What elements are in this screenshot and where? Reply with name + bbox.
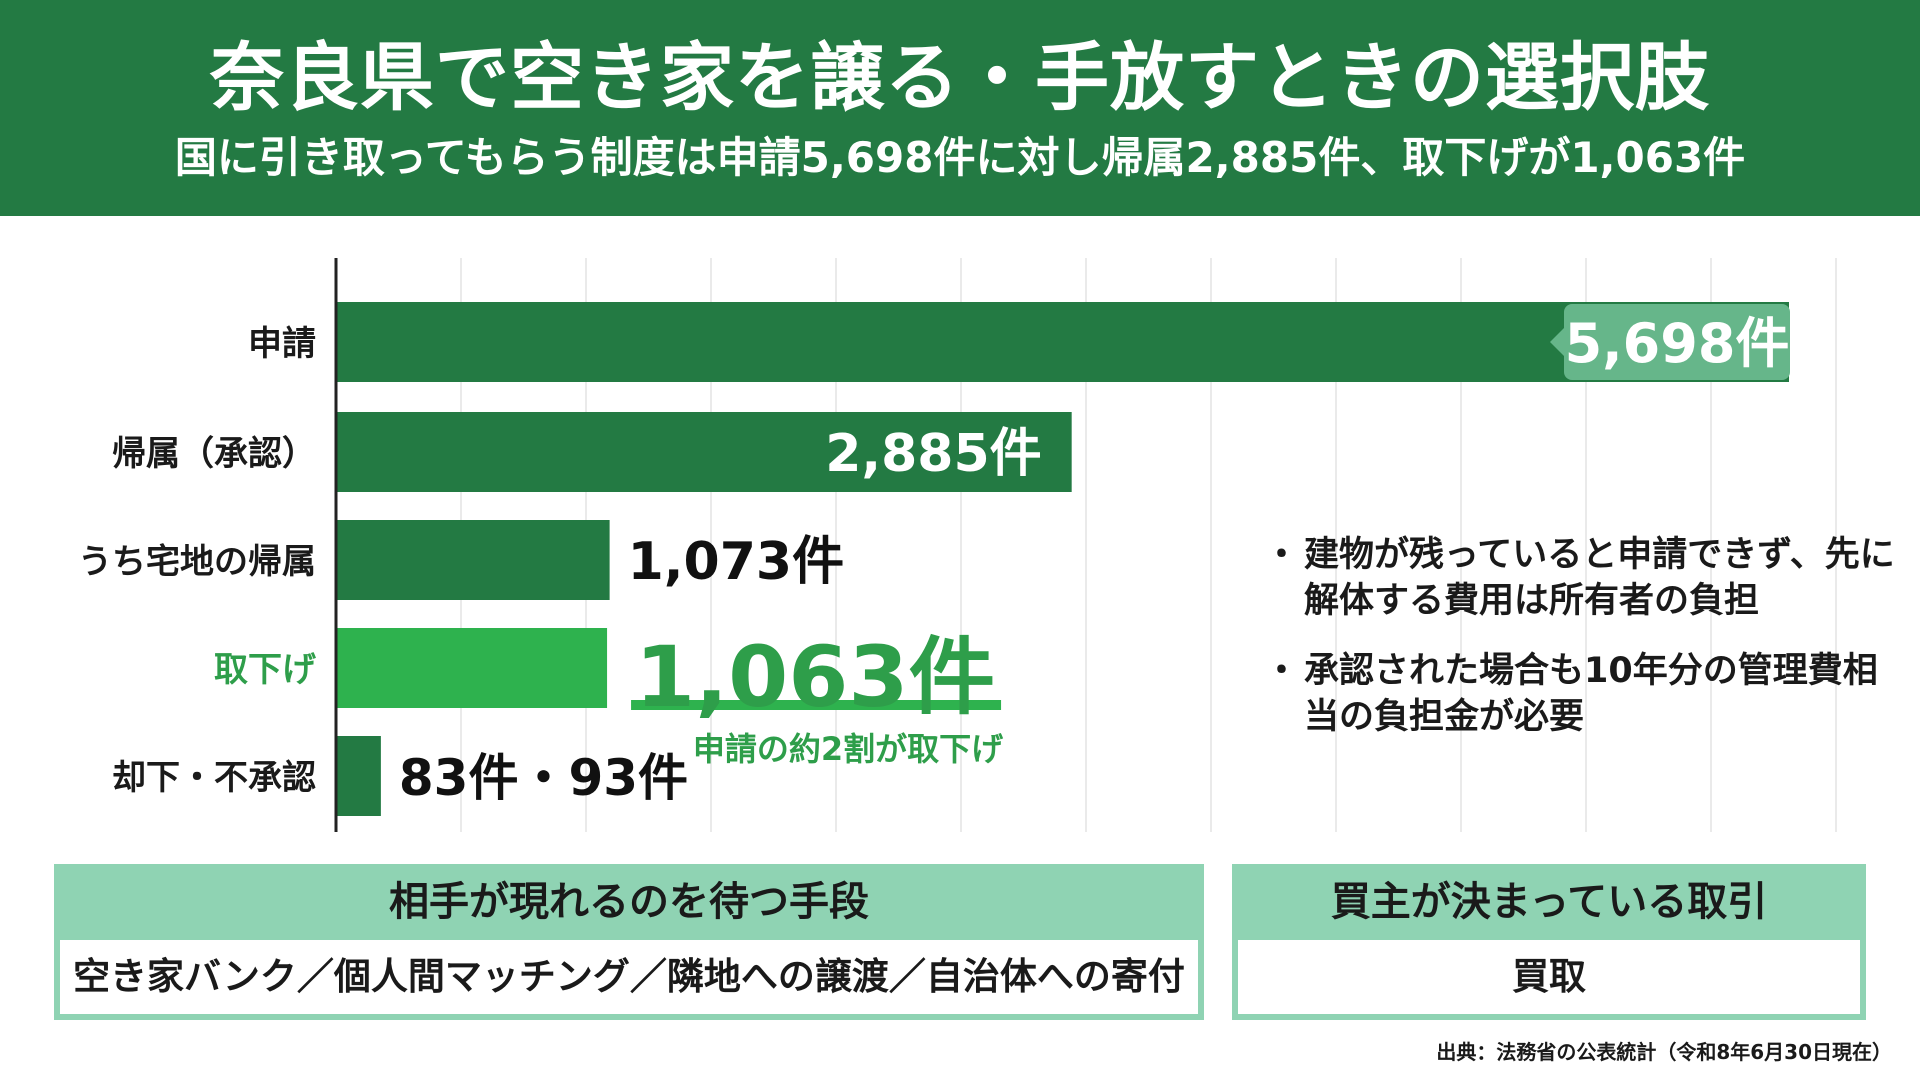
value-label: 83件・93件 [399,749,688,807]
value-label: 5,698件 [1565,312,1790,375]
value-label: 1,073件 [628,532,844,592]
panel-waiting-methods-title: 相手が現れるのを待つ手段 [389,879,869,925]
value-label: 1,063件 [635,628,995,726]
category-label: うち宅地の帰属 [78,542,316,582]
panel-waiting-methods-body: 空き家バンク／個人間マッチング／隣地への譲渡／自治体への寄付 [60,940,1198,1014]
bar [336,520,610,600]
panel-waiting-methods: 相手が現れるのを待つ手段 空き家バンク／個人間マッチング／隣地への譲渡／自治体へ… [54,864,1204,1020]
value-callout [1564,304,1790,380]
source-note: 出典：法務省の公表統計（令和8年6月30日現在） [1436,1040,1892,1064]
bar [336,302,1789,382]
chart-annotation: 申請の約2割が取下げ [693,730,1003,768]
category-label: 申請 [248,324,316,364]
category-label: 帰属（承認） [112,434,316,474]
page-subtitle: 国に引き取ってもらう制度は申請5,698件に対し帰属2,885件、取下げが1,0… [174,133,1746,182]
bar [336,736,381,816]
panel-buyer-deals-title: 買主が決まっている取引 [1330,879,1768,925]
note-item: 建物が残っていると申請できず、先に解体する費用は所有者の負担 [1264,532,1898,624]
note-item: 承認された場合も10年分の管理費相当の負担金が必要 [1264,648,1898,740]
notes-list: 建物が残っていると申請できず、先に解体する費用は所有者の負担 承認された場合も1… [1264,532,1898,764]
bar [336,628,608,708]
category-label: 取下げ [214,650,316,690]
header-banner: 奈良県で空き家を譲る・手放すときの選択肢 国に引き取ってもらう制度は申請5,69… [0,0,1920,216]
panel-buyer-deals: 買主が決まっている取引 買取 [1232,864,1866,1020]
value-callout-pointer [1550,328,1564,356]
bar [336,412,1072,492]
highlight-underline [631,700,1002,710]
value-label: 2,885件 [825,424,1041,484]
panel-buyer-deals-body: 買取 [1238,940,1860,1014]
category-label: 却下・不承認 [112,758,316,798]
page-title: 奈良県で空き家を譲る・手放すときの選択肢 [210,35,1710,121]
